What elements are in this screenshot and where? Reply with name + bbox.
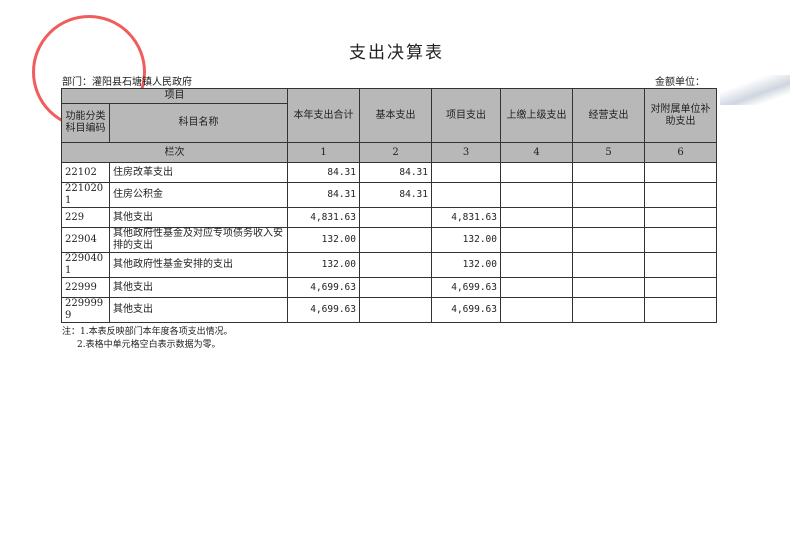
name-cell: 其他支出 xyxy=(109,207,288,228)
amount-cell: 132.00 xyxy=(287,252,360,278)
table-row: 2290401 其他政府性基金安排的支出 132.00 132.00 xyxy=(61,252,717,278)
amount-cell xyxy=(572,252,645,278)
amount-cell xyxy=(644,207,717,228)
amount-cell xyxy=(572,227,645,253)
col-num: 1 xyxy=(287,142,360,163)
amount-cell xyxy=(500,252,573,278)
amount-cell: 84.31 xyxy=(359,182,432,208)
amount-cell xyxy=(572,297,645,323)
amount-cell: 84.31 xyxy=(287,182,360,208)
table-section: 项目 本年支出合计 基本支出 项目支出 上缴上级支出 经营支出 对附属单位补助支… xyxy=(61,88,721,352)
amount-cell xyxy=(500,227,573,253)
amount-cell: 84.31 xyxy=(287,162,360,183)
page-title: 支出决算表 xyxy=(349,43,444,63)
note-2: 2.表格中单元格空白表示数据为零。 xyxy=(77,340,221,350)
amount-cell xyxy=(644,162,717,183)
amount-cell xyxy=(431,162,501,183)
code-cell: 2290401 xyxy=(61,252,110,278)
amount-cell xyxy=(572,182,645,208)
code-cell: 22102 xyxy=(61,162,110,183)
header-col: 项目支出 xyxy=(431,88,501,143)
header-name: 科目名称 xyxy=(109,103,288,143)
header-col: 经营支出 xyxy=(572,88,645,143)
amount-cell xyxy=(359,277,432,298)
amount-cell xyxy=(500,277,573,298)
amount-cell xyxy=(500,297,573,323)
name-cell: 其他政府性基金及对应专项债务收入安排的支出 xyxy=(109,227,288,253)
amount-cell xyxy=(359,297,432,323)
code-cell: 229 xyxy=(61,207,110,228)
amount-cell xyxy=(359,252,432,278)
header-col: 上缴上级支出 xyxy=(500,88,573,143)
code-cell: 22904 xyxy=(61,227,110,253)
amount-cell: 84.31 xyxy=(359,162,432,183)
amount-cell: 4,699.63 xyxy=(287,297,360,323)
amount-cell xyxy=(644,182,717,208)
name-cell: 其他支出 xyxy=(109,297,288,323)
code-cell: 2210201 xyxy=(61,182,110,208)
note-1: 注：1.本表反映部门本年度各项支出情况。 xyxy=(62,327,233,337)
amount-cell xyxy=(572,277,645,298)
table-row: 229 其他支出 4,831.63 4,831.63 xyxy=(61,207,717,228)
amount-cell: 4,699.63 xyxy=(287,277,360,298)
header-code: 功能分类科目编码 xyxy=(61,103,110,143)
col-num: 3 xyxy=(431,142,501,163)
amount-cell: 4,699.63 xyxy=(431,297,501,323)
header-col: 基本支出 xyxy=(359,88,432,143)
amount-cell: 132.00 xyxy=(431,227,501,253)
amount-cell: 4,699.63 xyxy=(431,277,501,298)
amount-cell: 4,831.63 xyxy=(287,207,360,228)
unit-label: 金额单位： xyxy=(655,77,705,88)
table-row: 22904 其他政府性基金及对应专项债务收入安排的支出 132.00 132.00 xyxy=(61,227,717,253)
amount-cell xyxy=(500,182,573,208)
table-row: 2299999 其他支出 4,699.63 4,699.63 xyxy=(61,297,717,323)
amount-cell xyxy=(431,182,501,208)
col-num: 5 xyxy=(572,142,645,163)
header-col: 本年支出合计 xyxy=(287,88,360,143)
table-row: 22999 其他支出 4,699.63 4,699.63 xyxy=(61,277,717,298)
col-num: 2 xyxy=(359,142,432,163)
table-row: 2210201 住房公积金 84.31 84.31 xyxy=(61,182,717,208)
header-col: 对附属单位补助支出 xyxy=(644,88,717,143)
amount-cell xyxy=(644,252,717,278)
amount-cell xyxy=(644,277,717,298)
code-cell: 2299999 xyxy=(61,297,110,323)
code-cell: 22999 xyxy=(61,277,110,298)
amount-cell: 132.00 xyxy=(287,227,360,253)
amount-cell xyxy=(359,207,432,228)
amount-cell: 132.00 xyxy=(431,252,501,278)
expenditure-table: 项目 本年支出合计 基本支出 项目支出 上缴上级支出 经营支出 对附属单位补助支… xyxy=(61,88,717,323)
header-project: 项目 xyxy=(61,88,288,104)
table-row: 22102 住房改革支出 84.31 84.31 xyxy=(61,162,717,183)
department-label: 部门：灌阳县石塘镇人民政府 xyxy=(62,77,192,88)
amount-cell xyxy=(359,227,432,253)
name-cell: 住房改革支出 xyxy=(109,162,288,183)
amount-cell xyxy=(500,162,573,183)
amount-cell xyxy=(572,162,645,183)
name-cell: 其他支出 xyxy=(109,277,288,298)
amount-cell: 4,831.63 xyxy=(431,207,501,228)
notes: 注：1.本表反映部门本年度各项支出情况。 2.表格中单元格空白表示数据为零。 xyxy=(62,326,721,352)
name-cell: 住房公积金 xyxy=(109,182,288,208)
name-cell: 其他政府性基金安排的支出 xyxy=(109,252,288,278)
page-curl xyxy=(720,75,790,105)
amount-cell xyxy=(572,207,645,228)
amount-cell xyxy=(644,297,717,323)
amount-cell xyxy=(644,227,717,253)
col-num: 4 xyxy=(500,142,573,163)
col-num: 6 xyxy=(644,142,717,163)
amount-cell xyxy=(500,207,573,228)
header-lanci: 栏次 xyxy=(61,142,288,163)
